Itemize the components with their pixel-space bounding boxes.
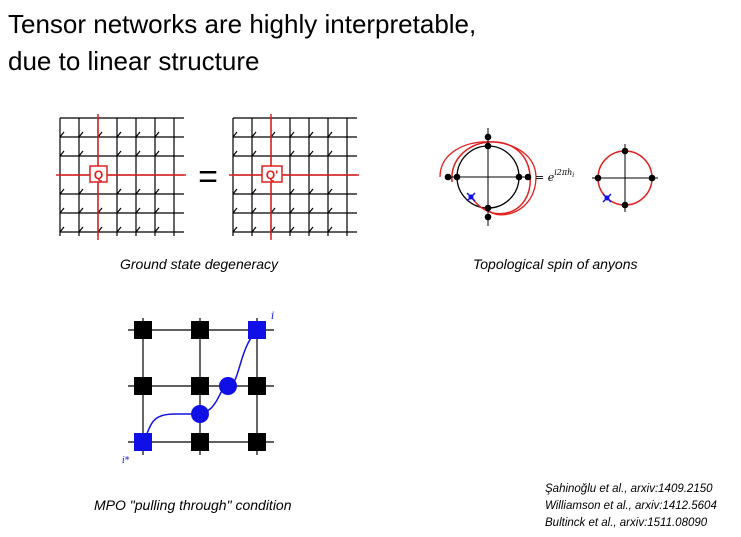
phase-subscript: i xyxy=(572,172,574,179)
q-operator-left: Q xyxy=(89,165,108,183)
anyon-defect-left xyxy=(466,192,476,202)
reference-3: Bultinck et al., arxiv:1511.08090 xyxy=(545,517,708,529)
q-prime-operator-right: Q' xyxy=(261,165,283,183)
slide-title: Tensor networks are highly interpretable… xyxy=(8,6,476,80)
title-line-1: Tensor networks are highly interpretable… xyxy=(8,9,477,39)
reference-2: Williamson et al., arxiv:1412.5604 xyxy=(545,500,717,512)
lattice-right xyxy=(232,117,357,236)
anyon-defect-right xyxy=(602,193,612,203)
mpo-label-bottom: i* xyxy=(122,456,130,466)
references: Şahinoğlu et al., arxiv:1409.2150 Willia… xyxy=(545,481,717,532)
operator-q-label: Q xyxy=(94,168,103,182)
phase-factor: = ei2πhi xyxy=(535,168,574,184)
equals-sign: = xyxy=(198,158,218,196)
title-line-2: due to linear structure xyxy=(8,46,260,76)
lattice-left xyxy=(59,117,184,236)
phase-exponent: i2πh xyxy=(554,168,572,177)
caption-mpo: MPO "pulling through" condition xyxy=(94,497,292,513)
anyon-left-diagram xyxy=(439,128,537,226)
mpo-tensors xyxy=(134,321,266,451)
caption-anyons: Topological spin of anyons xyxy=(473,256,638,272)
phase-base: = e xyxy=(535,171,555,184)
caption-ground-state: Ground state degeneracy xyxy=(120,256,278,272)
operator-q-prime-label: Q' xyxy=(266,168,278,182)
mpo-label-top: i xyxy=(271,311,274,322)
mpo-operator-path xyxy=(134,321,266,451)
anyon-right-diagram xyxy=(592,144,658,212)
reference-1: Şahinoğlu et al., arxiv:1409.2150 xyxy=(545,483,713,495)
